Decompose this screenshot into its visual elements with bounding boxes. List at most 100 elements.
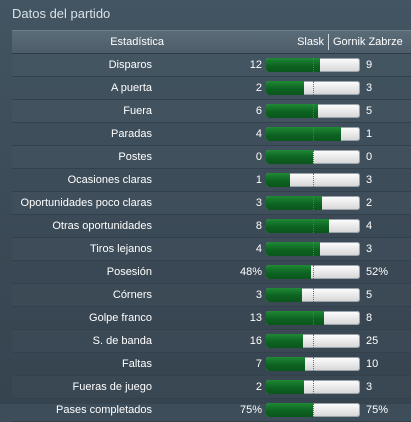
comparison-bar [266, 58, 360, 72]
stat-label: Oportunidades poco claras [20, 197, 152, 209]
away-value: 52% [366, 266, 389, 278]
home-share-fill [266, 403, 313, 417]
home-value: 4 [255, 243, 262, 255]
stats-rows: Disparos 12 9 A puerta 2 3 Fuera 6 5 Paradas 4 1 Pos… [12, 54, 411, 422]
comparison-bar [266, 242, 360, 256]
comparison-bar [266, 403, 360, 417]
stat-row: Córners 3 5 [12, 284, 411, 307]
comparison-bar [266, 334, 360, 348]
bar-midline [313, 288, 314, 302]
away-value: 2 [366, 197, 373, 209]
comparison-bar [266, 265, 360, 279]
away-value: 5 [366, 289, 373, 301]
away-value: 10 [366, 358, 379, 370]
stat-row: Otras oportunidades 8 4 [12, 215, 411, 238]
comparison-bar [266, 150, 360, 164]
stat-row: Pases completados 75% 75% [12, 399, 411, 422]
bar-midline [313, 127, 314, 141]
panel-title: Datos del partido [12, 6, 111, 21]
comparison-bar [266, 127, 360, 141]
comparison-bar [266, 81, 360, 95]
home-value: 13 [249, 312, 262, 324]
bar-midline [313, 311, 314, 325]
home-value: 16 [249, 335, 262, 347]
bar-midline [313, 196, 314, 210]
stat-row: Posesión 48% 52% [12, 261, 411, 284]
stat-row: S. de banda 16 25 [12, 330, 411, 353]
stat-label: Posesión [106, 266, 152, 278]
bar-midline [313, 403, 314, 417]
home-share-fill [266, 288, 302, 302]
stat-label: Fueras de juego [72, 381, 153, 393]
home-value: 2 [255, 381, 262, 393]
home-value: 4 [255, 128, 262, 140]
bar-midline [313, 242, 314, 256]
home-value: 8 [255, 220, 262, 232]
stat-label: Ocasiones claras [67, 174, 152, 186]
stat-row: Oportunidades poco claras 3 2 [12, 192, 411, 215]
home-share-fill [266, 150, 313, 164]
home-share-fill [266, 219, 329, 233]
away-value: 4 [366, 220, 373, 232]
away-value: 3 [366, 82, 373, 94]
home-value: 48% [239, 266, 262, 278]
stat-row: Golpe franco 13 8 [12, 307, 411, 330]
stat-label: Faltas [122, 358, 152, 370]
stat-row: Paradas 4 1 [12, 123, 411, 146]
away-value: 9 [366, 59, 373, 71]
bar-midline [313, 58, 314, 72]
stats-header-row: Estadística Slask Gornik Zabrze [12, 30, 411, 54]
bar-midline [313, 334, 314, 348]
stat-label: Córners [112, 289, 152, 301]
home-value: 6 [255, 105, 262, 117]
stat-row: Ocasiones claras 1 3 [12, 169, 411, 192]
comparison-bar [266, 219, 360, 233]
home-value: 3 [255, 197, 262, 209]
home-value: 12 [249, 59, 262, 71]
home-share-fill [266, 196, 323, 210]
home-value: 75% [239, 404, 262, 416]
away-value: 3 [366, 174, 373, 186]
comparison-bar [266, 288, 360, 302]
stat-row: Faltas 7 10 [12, 353, 411, 376]
stat-column-header[interactable]: Estadística [110, 36, 164, 48]
header-divider [328, 34, 329, 50]
stat-label: Postes [118, 151, 152, 163]
bar-midline [313, 104, 314, 118]
home-value: 1 [255, 174, 262, 186]
comparison-bar [266, 104, 360, 118]
bar-midline [313, 219, 314, 233]
stat-row: Postes 0 0 [12, 146, 411, 169]
comparison-bar [266, 173, 360, 187]
home-share-fill [266, 334, 303, 348]
away-value: 1 [366, 128, 373, 140]
stat-label: A puerta [111, 82, 152, 94]
stat-row: Disparos 12 9 [12, 54, 411, 77]
bar-midline [313, 380, 314, 394]
away-team-header[interactable]: Gornik Zabrze [333, 36, 403, 48]
home-value: 2 [255, 82, 262, 94]
stat-label: Otras oportunidades [52, 220, 152, 232]
stat-label: Paradas [111, 128, 152, 140]
home-share-fill [266, 127, 342, 141]
away-value: 5 [366, 105, 373, 117]
home-team-header[interactable]: Slask [297, 36, 324, 48]
stat-row: Fuera 6 5 [12, 100, 411, 123]
bar-midline [313, 81, 314, 95]
home-share-fill [266, 81, 304, 95]
bar-midline [313, 173, 314, 187]
stat-row: Tiros lejanos 4 3 [12, 238, 411, 261]
bar-midline [313, 357, 314, 371]
stat-label: Disparos [108, 59, 152, 71]
away-value: 25 [366, 335, 379, 347]
home-share-fill [266, 104, 318, 118]
away-value: 75% [366, 404, 389, 416]
comparison-bar [266, 196, 360, 210]
stat-label: Pases completados [56, 404, 152, 416]
home-share-fill [266, 357, 305, 371]
away-value: 0 [366, 151, 373, 163]
away-value: 3 [366, 243, 373, 255]
home-share-fill [266, 242, 320, 256]
home-share-fill [266, 58, 320, 72]
